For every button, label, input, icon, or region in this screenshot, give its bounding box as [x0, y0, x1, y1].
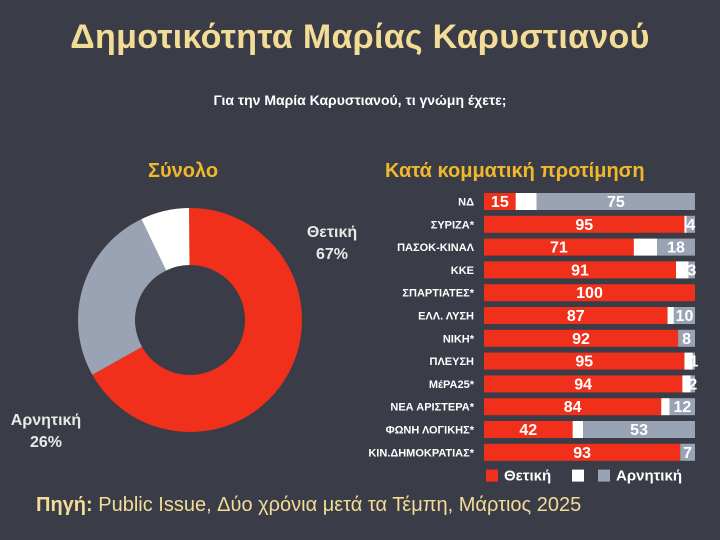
- bar-negative-value-label: 12: [673, 399, 691, 416]
- bar-negative-segment: [688, 261, 695, 279]
- bar-negative-value-label: 75: [607, 194, 625, 211]
- bar-positive-value-label: 95: [575, 217, 593, 234]
- bar-neutral-segment: [682, 375, 691, 393]
- bar-negative-segment: [690, 375, 695, 393]
- bar-negative-value-label: 7: [683, 445, 692, 462]
- bar-positive-segment: [484, 329, 679, 347]
- bar-negative-segment: [686, 215, 695, 233]
- bar-positive-segment: [484, 398, 662, 416]
- bar-positive-segment: [484, 284, 695, 302]
- bar-negative-segment: [669, 398, 695, 416]
- bar-neutral-segment: [684, 352, 693, 370]
- bar-positive-value-label: 95: [575, 354, 593, 371]
- bar-neutral-segment: [684, 215, 687, 233]
- legend-neutral-swatch: [572, 469, 584, 482]
- legend-negative-swatch: [598, 469, 610, 482]
- category-label: ΕΛΛ. ΛΥΣΗ: [418, 311, 474, 323]
- category-label: ΠΑΣΟΚ-ΚΙΝΑΛ: [397, 242, 475, 254]
- bar-neutral-segment: [661, 398, 670, 416]
- bar-positive-value-label: 87: [567, 308, 585, 325]
- legend-positive-swatch: [486, 469, 498, 482]
- bar-negative-value-label: 53: [630, 422, 648, 439]
- pie-label-positive-name: Θετική: [306, 224, 358, 241]
- source-text: Public Issue, Δύο χρόνια μετά τα Τέμπη, …: [98, 494, 582, 516]
- bar-negative-segment: [678, 329, 695, 347]
- bar-positive-value-label: 100: [576, 285, 603, 302]
- category-label: ΝΔ: [458, 197, 474, 209]
- bar-neutral-segment: [676, 261, 689, 279]
- bar-neutral-segment: [633, 238, 658, 256]
- category-label: ΠΛΕΥΣΗ: [430, 356, 475, 368]
- bar-positive-value-label: 94: [574, 376, 592, 393]
- bar-positive-segment: [484, 215, 685, 233]
- category-label: ΝΙΚΗ*: [443, 333, 475, 345]
- pie-label-positive-value: 67%: [315, 246, 349, 263]
- bar-negative-segment: [680, 443, 695, 461]
- category-label: ΣΠΑΡΤΙΑΤΕΣ*: [402, 288, 474, 300]
- category-label: ΦΩΝΗ ΛΟΓΙΚΗΣ*: [386, 425, 475, 437]
- bar-positive-value-label: 84: [564, 399, 582, 416]
- page-title: Δημοτικότητα Μαρίας Καρυστιανού: [70, 18, 650, 56]
- category-label: ΚΚΕ: [451, 265, 474, 277]
- bar-negative-value-label: 10: [676, 308, 694, 325]
- pie-slice-other: [141, 208, 190, 271]
- bar-positive-value-label: 71: [550, 240, 568, 257]
- bar-negative-value-label: 18: [667, 240, 685, 257]
- pie-label-negative-value: 26%: [29, 434, 63, 451]
- bar-negative-segment: [673, 307, 695, 324]
- bar-negative-value-label: 1: [689, 354, 698, 371]
- pie-label-negative: Αρνητική 26%: [4, 410, 88, 454]
- bar-negative-segment: [692, 352, 695, 370]
- legend-negative-label: Αρνητική: [616, 468, 682, 485]
- source-note: Πηγή: Public Issue, Δύο χρόνια μετά τα Τ…: [36, 494, 581, 517]
- pie-label-negative-name: Αρνητική: [10, 412, 82, 429]
- bar-neutral-segment: [667, 307, 674, 324]
- category-label: ΚΙΝ.ΔΗΜΟΚΡΑΤΙΑΣ*: [368, 447, 474, 459]
- bar-negative-segment: [536, 193, 695, 210]
- donut-chart: [78, 208, 302, 432]
- bar-positive-segment: [484, 238, 634, 256]
- bar-positive-segment: [484, 443, 681, 461]
- bar-neutral-segment: [572, 421, 584, 438]
- pie-label-positive: Θετική 67%: [300, 222, 364, 266]
- bar-negative-value-label: 4: [686, 217, 695, 234]
- pie-slice-negative: [78, 219, 167, 375]
- category-label: ΝΕΑ ΑΡΙΣΤΕΡΑ*: [390, 402, 474, 414]
- section-title-total: Σύνολο: [148, 160, 219, 182]
- bar-positive-segment: [484, 421, 573, 438]
- category-label: ΣΥΡΙΖΑ*: [431, 219, 475, 231]
- bar-positive-value-label: 92: [572, 331, 590, 348]
- bar-positive-segment: [484, 261, 677, 279]
- bar-negative-value-label: 8: [682, 331, 691, 348]
- bar-positive-value-label: 91: [571, 262, 589, 279]
- bar-positive-segment: [484, 352, 685, 370]
- bar-neutral-segment: [515, 193, 537, 210]
- bar-positive-value-label: 93: [573, 445, 591, 462]
- section-title-by-party: Κατά κομματική προτίμηση: [385, 160, 645, 182]
- bar-negative-segment: [657, 238, 695, 256]
- source-label: Πηγή:: [36, 494, 93, 516]
- bar-positive-value-label: 15: [491, 194, 509, 211]
- bar-negative-value-label: 2: [688, 376, 697, 393]
- bar-positive-segment: [484, 375, 683, 393]
- bar-negative-segment: [583, 421, 695, 438]
- legend-positive-label: Θετική: [504, 468, 551, 485]
- bar-positive-segment: [484, 307, 668, 324]
- bar-negative-value-label: 3: [687, 262, 696, 279]
- bar-positive-segment: [484, 193, 516, 210]
- category-label: ΜέΡΑ25*: [429, 379, 475, 391]
- pie-slice-positive: [92, 208, 302, 432]
- survey-question: Για την Μαρία Καρυστιανού, τι γνώμη έχετ…: [213, 92, 507, 108]
- bar-positive-value-label: 42: [519, 422, 537, 439]
